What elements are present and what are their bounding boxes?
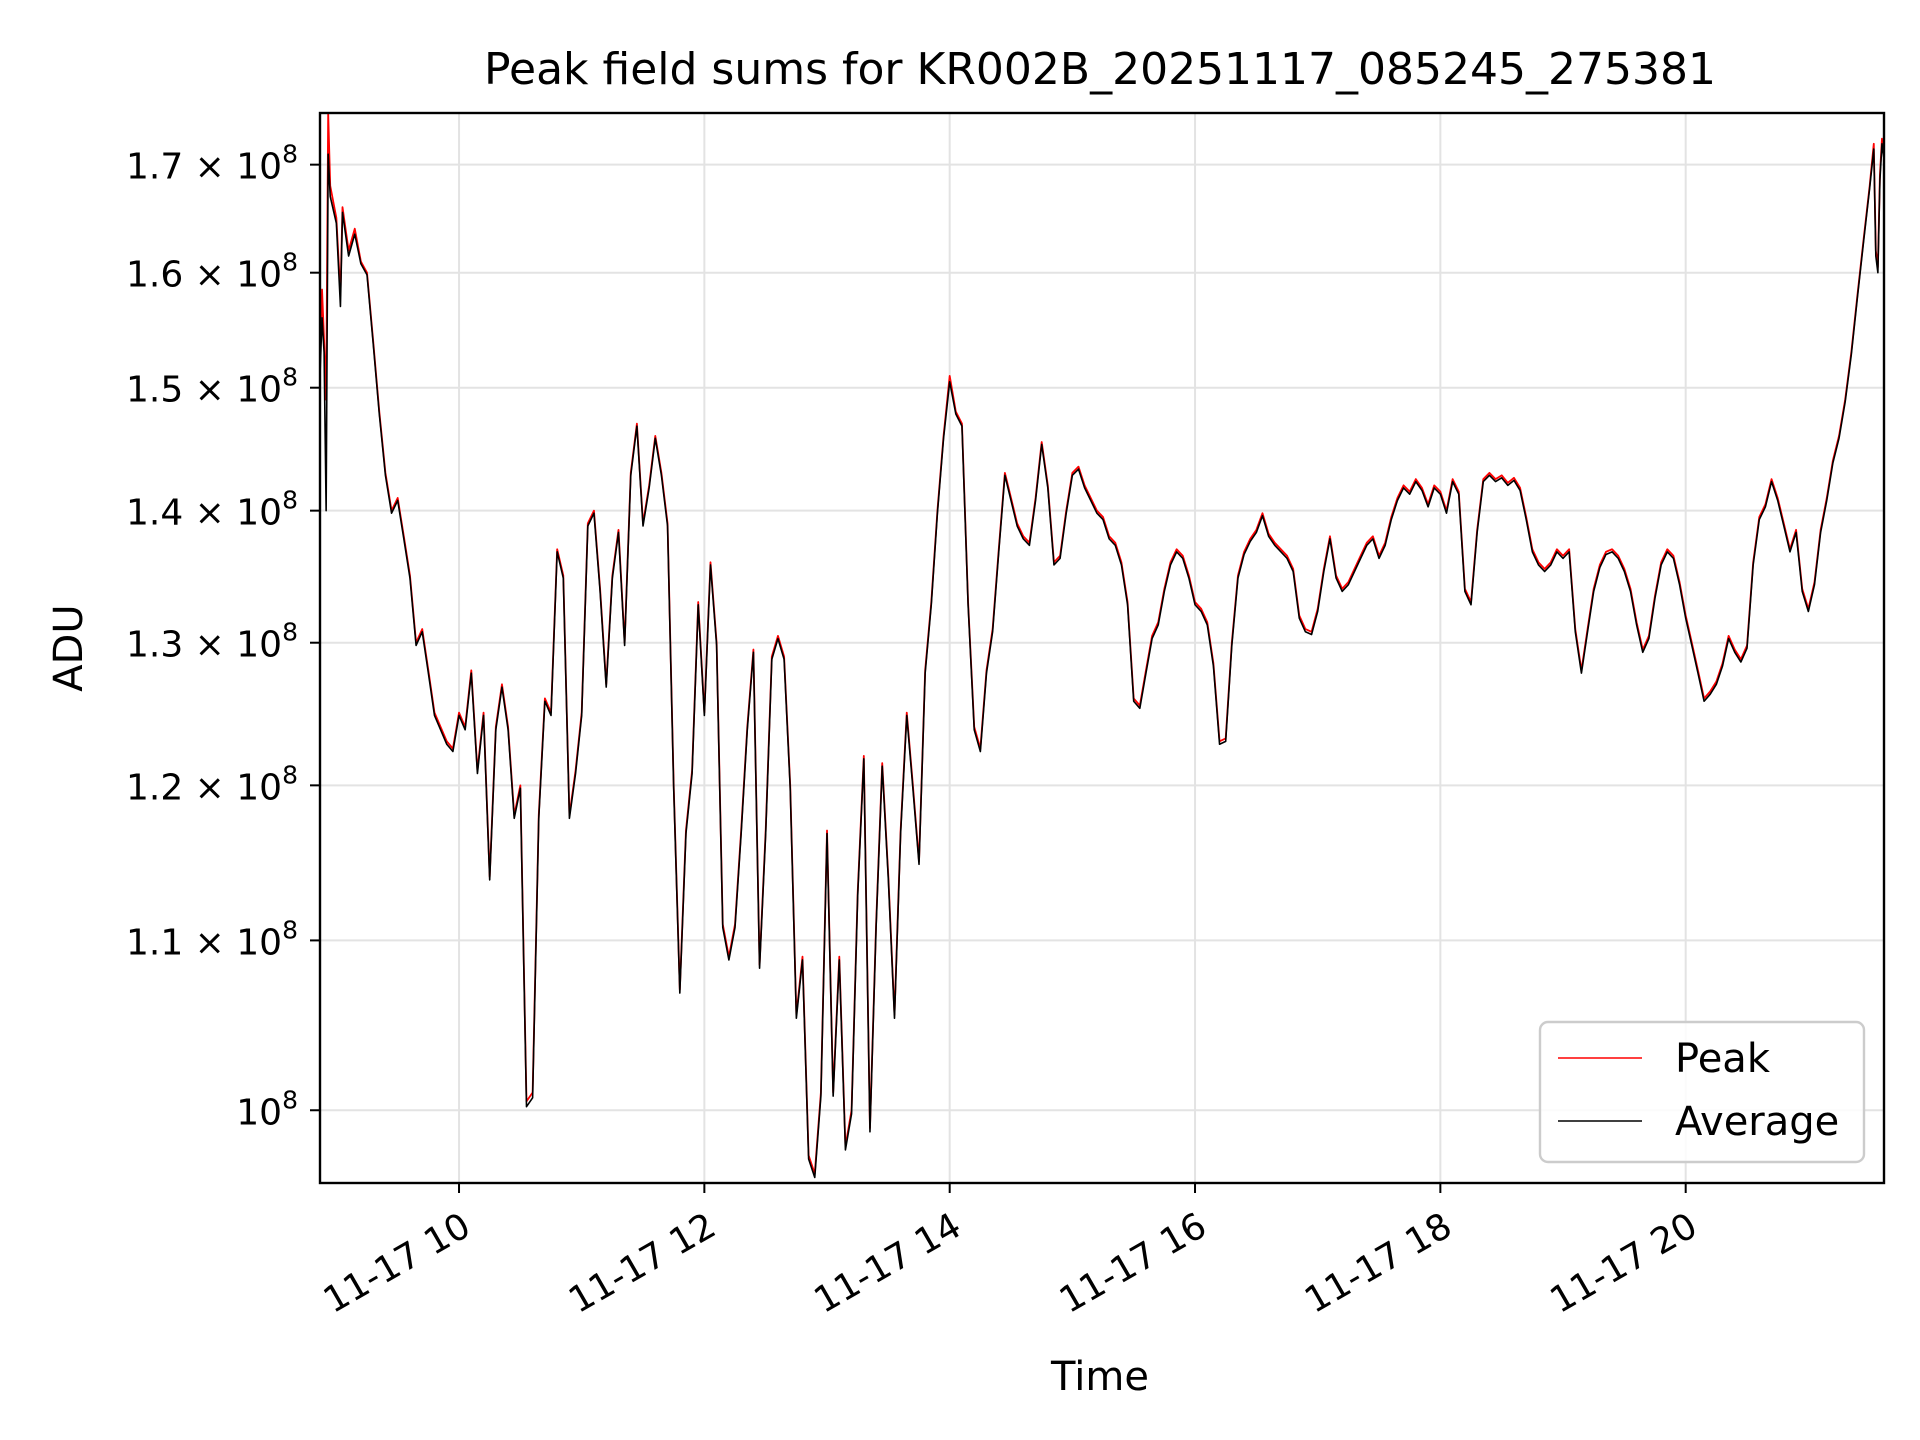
y-tick-label: 1.3 × 108 (126, 618, 298, 666)
legend-label-peak: Peak (1675, 1036, 1771, 1082)
y-tick-label: 1.5 × 108 (126, 363, 298, 411)
y-tick-label: 1.6 × 108 (126, 248, 298, 296)
plot-frame (318, 111, 1886, 1185)
legend-label-average: Average (1675, 1099, 1839, 1145)
legend-box (1538, 1020, 1866, 1164)
grid (320, 113, 1884, 1183)
series-lines (319, 112, 1885, 1179)
y-tick-label: 1.2 × 108 (126, 760, 298, 808)
y-tick-label: 1.7 × 108 (126, 140, 298, 188)
x-axis-label: Time (1050, 1354, 1149, 1400)
legend: Peak Average (1538, 1020, 1866, 1164)
chart-title: Peak field sums for KR002B_20251117_0852… (484, 44, 1716, 95)
series-line-average (319, 143, 1885, 1179)
y-axis-label: ADU (46, 604, 92, 691)
y-tick-label: 1.1 × 108 (126, 915, 298, 963)
y-tick-label: 1.4 × 108 (126, 486, 298, 534)
